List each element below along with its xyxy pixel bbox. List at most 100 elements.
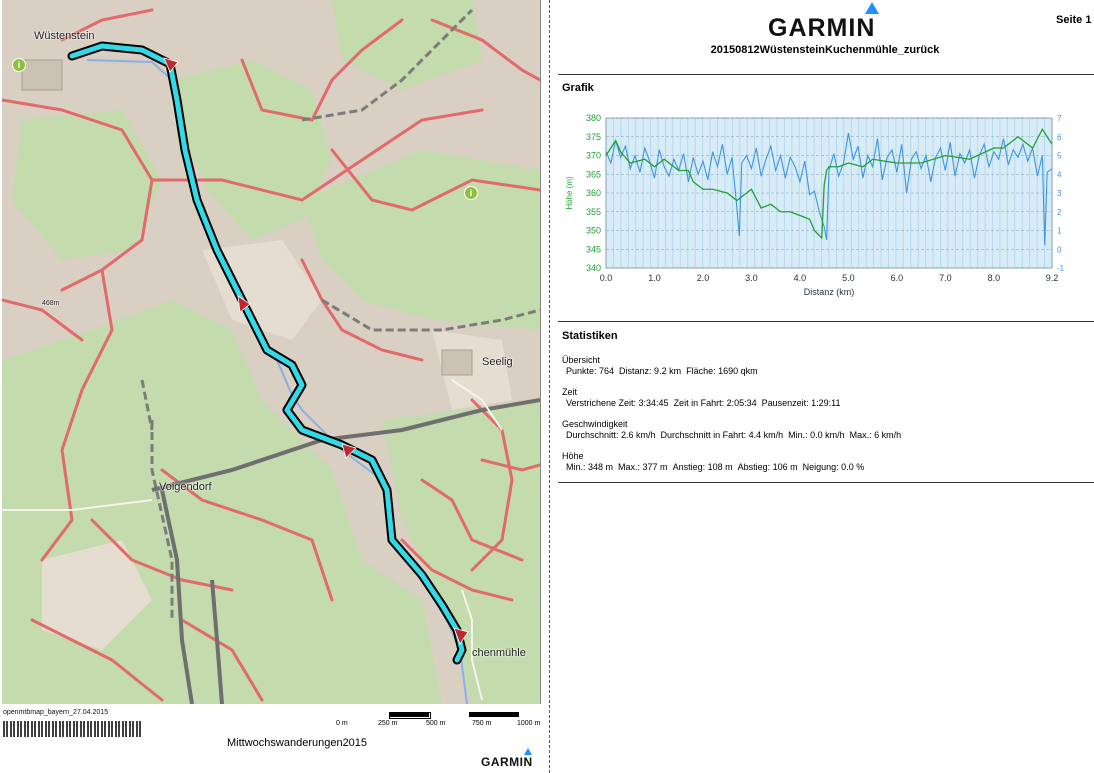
- stat-value: Durchschnitt in Fahrt: 4.4 km/h: [660, 430, 784, 440]
- y2-tick-label: 0: [1057, 245, 1062, 254]
- y-tick-label: 355: [586, 207, 601, 217]
- divider-line: [558, 482, 1094, 483]
- scale-label: 1000 m: [517, 720, 541, 727]
- copyright-strip: [3, 721, 143, 737]
- page-number: Seite 1: [1056, 14, 1092, 26]
- red-paths: [2, 8, 540, 702]
- divider-line: [558, 74, 1094, 75]
- garmin-logo-text: GARMIN: [768, 14, 876, 42]
- stat-value: Min.: 0.0 km/h: [788, 430, 845, 440]
- stat-group-speed: Geschwindigkeit Durchschnitt: 2.6 km/h Du…: [562, 419, 906, 441]
- stat-value: Neigung: 0.0 %: [802, 462, 865, 472]
- map-attribution: openmtbmap_bayern_27.04.2015: [3, 709, 109, 716]
- stat-value: Abstieg: 106 m: [737, 462, 798, 472]
- plot-frame: [605, 117, 1053, 269]
- stat-group-altitude: Höhe Min.: 348 m Max.: 377 m Anstieg: 108 …: [562, 451, 906, 473]
- info-poi-icon[interactable]: i: [12, 58, 26, 72]
- map-label-seelig: Seelig: [482, 356, 513, 368]
- garmin-triangle-icon: [524, 748, 532, 755]
- map-view[interactable]: Wüstenstein Seelig Voigendorf chenmühle …: [2, 0, 541, 704]
- statistics-panel: Übersicht Punkte: 764 Distanz: 9.2 km Fläc…: [562, 355, 906, 483]
- map-label-kuchenmuehle: chenmühle: [472, 647, 526, 659]
- x-tick-label: 7.0: [939, 273, 952, 283]
- stat-value: Verstrichene Zeit: 3:34:45: [566, 398, 669, 408]
- map-title: Mittwochswanderungen2015: [227, 737, 368, 749]
- map-canvas[interactable]: [2, 0, 540, 704]
- chart-svg: 340345350355360365370375380-1012345670.0…: [565, 113, 1087, 297]
- x-tick-label: 0.0: [600, 273, 613, 283]
- info-poi-icon[interactable]: i: [464, 186, 478, 200]
- stat-value: Max.: 6 km/h: [849, 430, 902, 440]
- arrow-marker: [237, 295, 251, 313]
- y2-tick-label: 2: [1057, 208, 1062, 217]
- gray-tracks: [140, 8, 540, 620]
- x-tick-label: 9.2: [1046, 273, 1059, 283]
- divider-line: [558, 321, 1094, 322]
- y2-tick-label: 1: [1057, 227, 1062, 236]
- y-tick-label: 340: [586, 263, 601, 273]
- arrow-marker: [163, 57, 179, 73]
- y-tick-label: 350: [586, 226, 601, 236]
- lanes: [2, 379, 503, 701]
- garmin-logo-small: GARMIN: [481, 748, 533, 769]
- x-tick-label: 5.0: [842, 273, 855, 283]
- y2-tick-label: -1: [1057, 264, 1065, 273]
- stat-value: Zeit in Fahrt: 2:05:34: [673, 398, 757, 408]
- garmin-triangle-icon: [865, 2, 879, 14]
- stat-line: Punkte: 764 Distanz: 9.2 km Fläche: 1690 q…: [562, 366, 906, 377]
- y2-tick-label: 6: [1057, 133, 1062, 142]
- y2-tick-label: 7: [1057, 114, 1062, 123]
- stat-heading: Zeit: [562, 387, 578, 397]
- x-tick-label: 1.0: [648, 273, 661, 283]
- scale-label: 0 m: [336, 720, 348, 727]
- y-tick-label: 375: [586, 132, 601, 142]
- stat-value: Fläche: 1690 qkm: [686, 366, 758, 376]
- stat-line: Min.: 348 m Max.: 377 m Anstieg: 108 m Abst…: [562, 462, 906, 473]
- stat-group-overview: Übersicht Punkte: 764 Distanz: 9.2 km Fläc…: [562, 355, 906, 377]
- y-axis-label: Höhe (m): [565, 176, 574, 210]
- x-axis-label: Distanz (km): [804, 287, 855, 297]
- y-tick-label: 360: [586, 188, 601, 198]
- village-areas: [21, 59, 473, 376]
- y-tick-label: 370: [586, 151, 601, 161]
- elevation-speed-chart: 340 345 350 355 360 365 370 375 380 -1 0 1 2 3 4 5 6 7 0.0…: [558, 108, 1087, 308]
- elevation-series-line: [605, 127, 1053, 240]
- scale-bar: 0 m 250 m 500 m 750 m 1000 m: [334, 708, 544, 734]
- activity-title: 20150812WüstensteinKuchenmühle_zurück: [710, 44, 940, 56]
- y2-tick-label: 4: [1057, 170, 1062, 179]
- stat-heading: Übersicht: [562, 355, 601, 365]
- stat-heading: Höhe: [562, 451, 584, 461]
- page-divider: [549, 0, 550, 773]
- arrow-marker: [453, 627, 469, 645]
- x-tick-label: 8.0: [988, 273, 1001, 283]
- gps-track[interactable]: [67, 41, 467, 665]
- arrow-marker: [341, 443, 357, 459]
- stat-line: Durchschnitt: 2.6 km/h Durchschnitt in Fa…: [562, 430, 906, 441]
- main-road: [151, 398, 540, 704]
- stat-value: Max.: 377 m: [618, 462, 668, 472]
- x-tick-label: 3.0: [745, 273, 758, 283]
- speed-series-line: [605, 132, 1053, 246]
- x-tick-label: 2.0: [697, 273, 710, 283]
- garmin-logo: GARMIN: [768, 2, 879, 43]
- x-tick-label: 6.0: [891, 273, 904, 283]
- stat-heading: Geschwindigkeit: [562, 419, 628, 429]
- section-title-chart: Grafik: [562, 82, 594, 94]
- stat-group-time: Zeit Verstrichene Zeit: 3:34:45 Zeit in F…: [562, 387, 906, 409]
- stat-value: Punkte: 764: [566, 366, 615, 376]
- stat-line: Verstrichene Zeit: 3:34:45 Zeit in Fahrt:…: [562, 398, 906, 409]
- scale-label: 250 m: [378, 720, 398, 727]
- y2-tick-label: 5: [1057, 152, 1062, 161]
- scale-label: 750 m: [472, 720, 492, 727]
- direction-arrows: [163, 57, 469, 645]
- scale-label: 500 m: [426, 720, 446, 727]
- stat-value: Pausenzeit: 1:29:11: [761, 398, 841, 408]
- y-tick-label: 380: [586, 113, 601, 123]
- stat-value: Anstieg: 108 m: [672, 462, 733, 472]
- y-tick-label: 345: [586, 244, 601, 254]
- stat-value: Distanz: 9.2 km: [619, 366, 682, 376]
- stat-value: Min.: 348 m: [566, 462, 614, 472]
- section-title-stats: Statistiken: [562, 330, 618, 342]
- map-label-peak: 468m: [42, 300, 60, 307]
- y2-tick-label: 3: [1057, 189, 1062, 198]
